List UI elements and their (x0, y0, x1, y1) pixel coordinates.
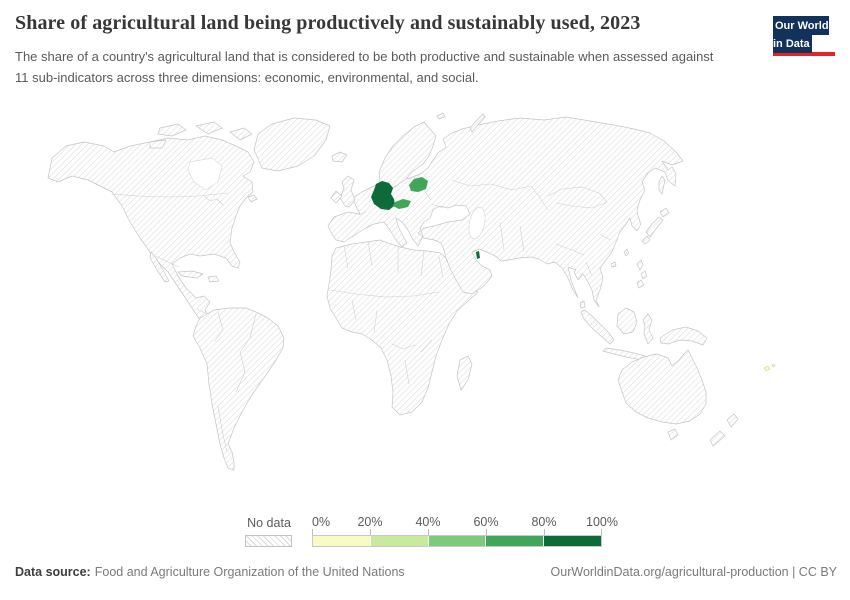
legend-tickmark (544, 529, 545, 535)
legend-bin-60-80[interactable] (486, 536, 545, 546)
legend-tickmark (486, 529, 487, 535)
islands-japan (641, 207, 670, 245)
island-cuba (177, 270, 204, 279)
legend-color-ramp: 0% 20% 40% 60% 80% 100% (312, 515, 618, 548)
landmass-eurasia (327, 116, 684, 308)
chart-subtitle: The share of a country's agricultural la… (15, 49, 714, 85)
baja-california (149, 251, 170, 283)
landmass-scandinavia (378, 121, 437, 191)
caspian-sea (468, 207, 486, 239)
world-choropleth-map (47, 112, 776, 471)
credit-link[interactable]: OurWorldinData.org/agricultural-producti… (550, 565, 837, 579)
islands-new-zealand (709, 413, 739, 447)
country-qatar[interactable] (476, 251, 480, 259)
legend-bin-40-60[interactable] (428, 536, 487, 546)
islands-indonesia (580, 307, 654, 361)
map-legend: No data 0% 20% 40% 60% 80% 100% (0, 515, 850, 551)
data-source: Data source: Food and Agriculture Organi… (15, 565, 405, 579)
legend-tick-60: 60% (473, 515, 499, 529)
legend-tick-0: 0% (312, 515, 331, 529)
owid-logo-stripe (773, 52, 835, 56)
legend-tickmark (370, 529, 371, 535)
island-hispaniola (207, 275, 220, 283)
legend-bin-20-40[interactable] (370, 536, 429, 546)
islands-novaya-zemlya (436, 112, 486, 133)
country-belarus[interactable] (409, 177, 428, 192)
legend-tick-20: 20% (357, 515, 383, 529)
hudson-bay (187, 157, 223, 191)
owid-logo-text: Our World in Data (773, 16, 829, 53)
country-hungary[interactable] (393, 199, 411, 209)
legend-bin-80-100[interactable] (544, 536, 601, 546)
island-madagascar (456, 355, 473, 391)
island-sri-lanka (579, 300, 586, 309)
legend-no-data-label: No data (247, 516, 291, 530)
page-title: Share of agricultural land being product… (15, 12, 641, 34)
island-hainan (610, 261, 617, 268)
island-ireland (330, 190, 343, 204)
legend-tick-40: 40% (415, 515, 441, 529)
legend-no-data-swatch[interactable] (245, 535, 292, 547)
legend-tick-100: 100% (586, 515, 618, 529)
landmass-africa (326, 239, 479, 416)
legend-bin-0-20[interactable] (313, 536, 371, 546)
legend-tick-80: 80% (531, 515, 557, 529)
island-taiwan (623, 248, 630, 257)
arctic-islands (149, 121, 253, 149)
legend-tickmark (601, 529, 602, 535)
landmass-australia (617, 349, 707, 425)
landmass-south-america (192, 307, 285, 471)
island-iceland (331, 151, 348, 163)
islands-philippines (636, 259, 648, 289)
legend-tickmark (312, 529, 313, 535)
country-germany[interactable] (371, 181, 395, 210)
island-newfoundland (247, 194, 258, 203)
landmass-greenland (253, 117, 331, 172)
island-sakhalin (658, 175, 666, 195)
legend-bins (312, 535, 602, 547)
legend-tickmark (428, 529, 429, 535)
island-great-britain (339, 175, 356, 208)
country-borders (111, 175, 611, 453)
data-source-label: Data source: (15, 565, 91, 579)
chart-footer: Data source: Food and Agriculture Organi… (0, 565, 850, 587)
owid-logo[interactable]: Our World in Data (773, 16, 835, 56)
data-source-text: Food and Agriculture Organization of the… (94, 565, 405, 579)
country-fiji[interactable] (763, 363, 776, 372)
island-tasmania (667, 428, 679, 441)
island-new-guinea (659, 326, 708, 346)
